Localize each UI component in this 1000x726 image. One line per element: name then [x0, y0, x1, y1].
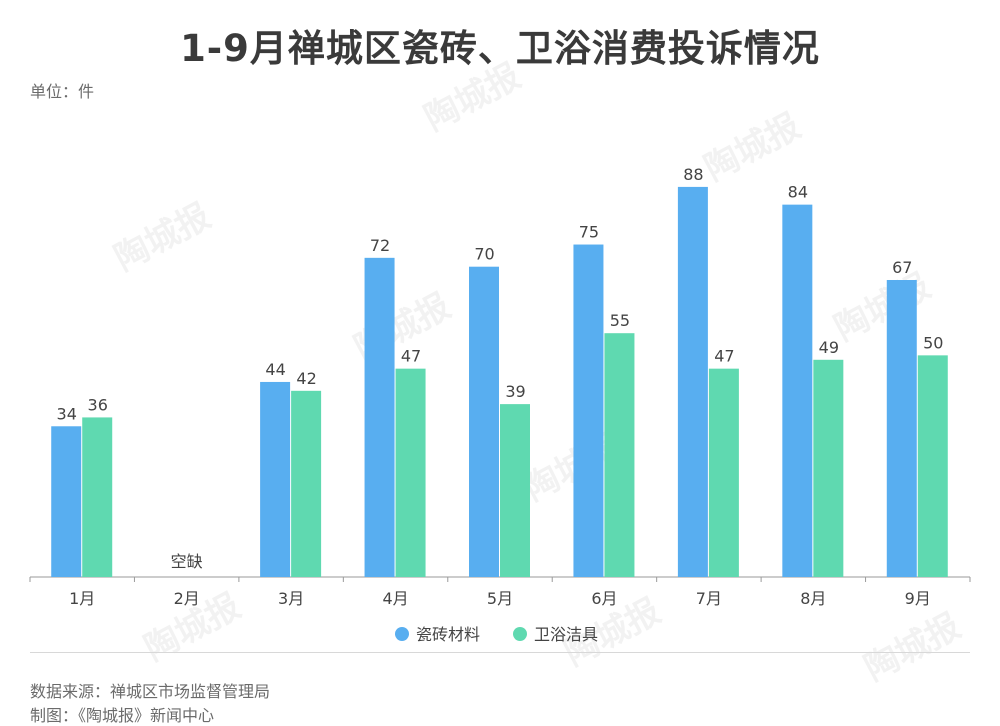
bar-tile	[260, 381, 291, 577]
data-label: 47	[401, 347, 421, 366]
bar-tile	[677, 186, 708, 578]
legend-label: 瓷砖材料	[416, 625, 480, 644]
data-label: 84	[788, 183, 808, 202]
data-label: 70	[474, 245, 494, 264]
divider	[30, 652, 970, 653]
data-label: 39	[505, 382, 525, 401]
data-label: 88	[683, 165, 703, 184]
bar-sanitary	[395, 368, 426, 577]
x-tick-label: 2月	[174, 589, 200, 608]
x-tick-label: 1月	[69, 589, 95, 608]
data-label: 42	[296, 369, 316, 388]
bar-sanitary	[500, 404, 530, 577]
x-tick-label: 6月	[591, 589, 617, 608]
data-label: 75	[579, 223, 599, 242]
bar-sanitary	[813, 359, 844, 577]
data-label: 44	[265, 360, 285, 379]
bar-sanitary	[708, 368, 739, 577]
data-label: 47	[714, 347, 734, 366]
bar-tile	[886, 279, 917, 577]
data-label: 55	[610, 311, 630, 330]
bar-tile	[782, 204, 813, 577]
data-label: 50	[923, 333, 943, 352]
bar-sanitary	[604, 333, 635, 577]
source-note: 数据来源：禅城区市场监督管理局	[30, 682, 271, 701]
x-tick-label: 9月	[905, 589, 931, 608]
bar-tile	[51, 426, 82, 577]
data-label: 36	[88, 395, 108, 414]
legend-label: 卫浴洁具	[534, 625, 598, 644]
credit-note: 制图：《陶城报》新闻中心	[30, 706, 215, 725]
x-tick-label: 4月	[382, 589, 408, 608]
bar-tile	[573, 244, 604, 577]
x-tick-label: 5月	[487, 589, 513, 608]
missing-data-annotation: 空缺	[171, 552, 203, 571]
bar-sanitary	[82, 417, 113, 577]
data-label: 72	[370, 236, 390, 255]
bar-sanitary	[917, 355, 948, 577]
bar-tile	[364, 257, 395, 577]
x-tick-label: 8月	[800, 589, 826, 608]
x-tick-label: 3月	[278, 589, 304, 608]
data-label: 49	[819, 338, 839, 357]
bar-tile	[469, 266, 499, 577]
unit-label: 单位：件	[30, 82, 95, 101]
x-tick-label: 7月	[696, 589, 722, 608]
legend-swatch	[513, 627, 527, 641]
data-label: 34	[57, 404, 77, 423]
legend-swatch	[395, 627, 409, 641]
data-label: 67	[892, 258, 912, 277]
chart-title: 1-9月禅城区瓷砖、卫浴消费投诉情况	[180, 27, 820, 70]
bar-sanitary	[291, 390, 322, 577]
